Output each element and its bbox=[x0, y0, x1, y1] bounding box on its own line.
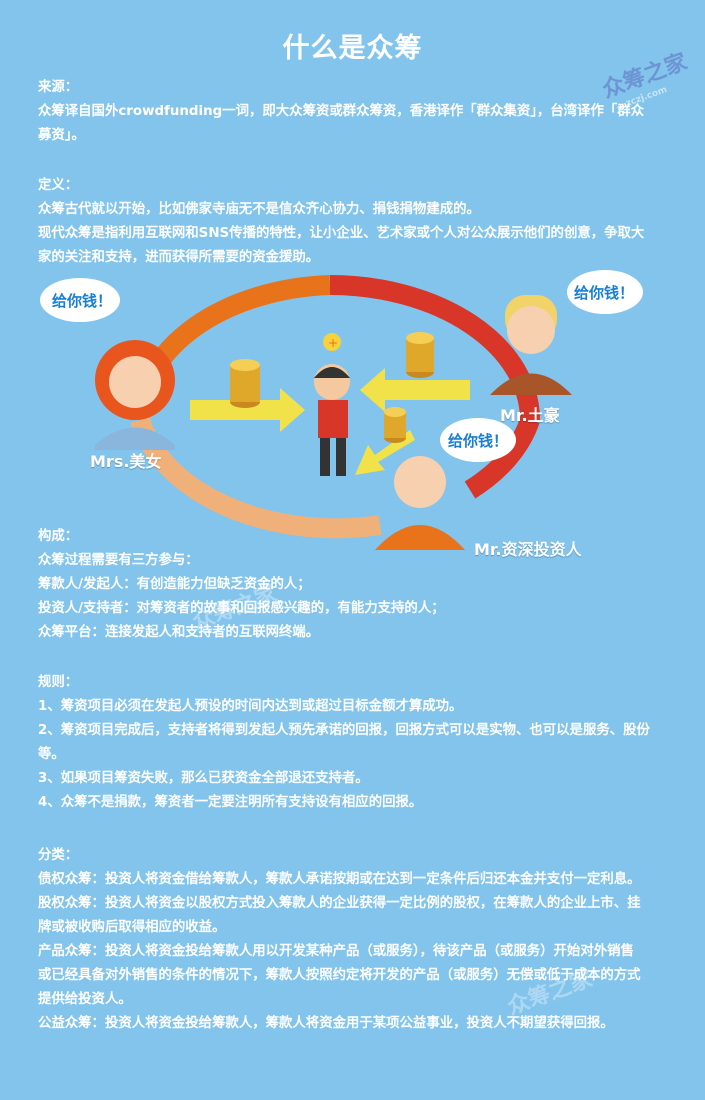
section-heading: 规则： bbox=[38, 675, 79, 690]
crowdfunding-illustration: + 给你钱！ 给你钱！ 给你钱！ Mrs.美女 bbox=[0, 270, 705, 560]
paragraph-line: 现代众筹是指利用互联网和SNS传播的特性，让小企业、艺术家或个人对公众展示他们的… bbox=[38, 226, 645, 241]
ring-arc-red-2 bbox=[464, 416, 540, 499]
arrow-icon bbox=[360, 368, 470, 412]
speech-bubble-left bbox=[40, 278, 120, 322]
paragraph-line: 众筹过程需要有三方参与： bbox=[38, 553, 199, 568]
label-mr-tuhao: Mr.土豪 bbox=[500, 406, 560, 425]
page-title: 什么是众筹 bbox=[282, 33, 423, 64]
section-classification: 分类： 债权众筹：投资人将资金借给筹款人，筹款人承诺按期或在达到一定条件后归还本… bbox=[38, 844, 678, 1036]
paragraph-line: 投资人/支持者：对筹资者的故事和回报感兴趣的，有能力支持的人； bbox=[38, 601, 445, 616]
paragraph-line: 股权众筹：投资人将资金以股权方式投入筹款人的企业获得一定比例的股权，在筹款人的企… bbox=[38, 896, 641, 911]
bubble-text-left: 给你钱！ bbox=[52, 292, 113, 310]
section-rules: 规则： 1、筹资项目必须在发起人预设的时间内达到或超过目标金额才算成功。 2、筹… bbox=[38, 671, 678, 815]
arrow-icon bbox=[190, 388, 305, 432]
speech-bubble-right bbox=[567, 270, 643, 314]
bubble-text-bottom: 给你钱！ bbox=[448, 432, 509, 450]
label-mrs-beauty: Mrs.美女 bbox=[90, 452, 162, 471]
section-composition: 构成： 众筹过程需要有三方参与： 筹款人/发起人：有创造能力但缺乏资金的人； 投… bbox=[38, 525, 678, 645]
paragraph-line: 众筹译自国外crowdfunding一词，即大众筹资或群众筹资，香港译作「群众集… bbox=[38, 104, 645, 119]
bubble-text-right: 给你钱！ bbox=[574, 284, 635, 302]
paragraph-line: 4、众筹不是捐款，筹资者一定要注明所有支持设有相应的回报。 bbox=[38, 795, 423, 810]
section-heading: 定义： bbox=[38, 178, 79, 193]
project-founder-figure: + bbox=[314, 333, 350, 476]
paragraph-line: 筹款人/发起人：有创造能力但缺乏资金的人； bbox=[38, 577, 311, 592]
paragraph-line: 公益众筹：投资人将资金投给筹款人，筹款人将资金用于某项公益事业，投资人不期望获得… bbox=[38, 1016, 614, 1031]
mr-investor-figure bbox=[375, 456, 465, 550]
coin-stack-icon bbox=[406, 332, 434, 378]
svg-text:+: + bbox=[328, 336, 338, 350]
label-mr-investor: Mr.资深投资人 bbox=[474, 540, 582, 559]
coin-stack-icon bbox=[230, 359, 260, 408]
paragraph-line: 产品众筹：投资人将资金投给筹款人用以开发某种产品（或服务），待该产品（或服务）开… bbox=[38, 944, 634, 959]
mr-tuhao-figure bbox=[490, 295, 572, 395]
paragraph-line: 募资」。 bbox=[38, 128, 85, 143]
section-heading: 分类： bbox=[38, 848, 79, 863]
section-definition: 定义： 众筹古代就以开始，比如佛家寺庙无不是信众齐心协力、捐钱捐物建成的。 现代… bbox=[38, 174, 678, 270]
illustration-graphic: + bbox=[40, 270, 643, 550]
section-heading: 来源： bbox=[38, 80, 79, 95]
paragraph-line: 1、筹资项目必须在发起人预设的时间内达到或超过目标金额才算成功。 bbox=[38, 699, 463, 714]
paragraph-line: 或已经具备对外销售的条件的情况下，筹款人按照约定将开发的产品（或服务）无偿或低于… bbox=[38, 968, 641, 983]
paragraph-line: 众筹古代就以开始，比如佛家寺庙无不是信众齐心协力、捐钱捐物建成的。 bbox=[38, 202, 480, 217]
section-source: 来源： 众筹译自国外crowdfunding一词，即大众筹资或群众筹资，香港译作… bbox=[38, 76, 678, 148]
paragraph-line: 2、筹资项目完成后，支持者将得到发起人预先承诺的回报，回报方式可以是实物、也可以… bbox=[38, 723, 650, 738]
paragraph-line: 众筹平台：连接发起人和支持者的互联网终端。 bbox=[38, 625, 320, 640]
paragraph-line: 等。 bbox=[38, 747, 65, 762]
paragraph-line: 牌或被收购后取得相应的收益。 bbox=[38, 920, 226, 935]
paragraph-line: 3、如果项目筹资失败，那么已获资金全部退还支持者。 bbox=[38, 771, 369, 786]
mrs-beauty-figure bbox=[95, 340, 175, 450]
section-heading: 构成： bbox=[38, 529, 79, 544]
paragraph-line: 家的关注和支持，进而获得所需要的资金援助。 bbox=[38, 250, 320, 265]
coin-stack-icon bbox=[384, 407, 406, 443]
paragraph-line: 债权众筹：投资人将资金借给筹款人，筹款人承诺按期或在达到一定条件后归还本金并支付… bbox=[38, 872, 641, 887]
speech-bubble-bottom bbox=[440, 418, 516, 462]
paragraph-line: 提供给投资人。 bbox=[38, 992, 132, 1007]
